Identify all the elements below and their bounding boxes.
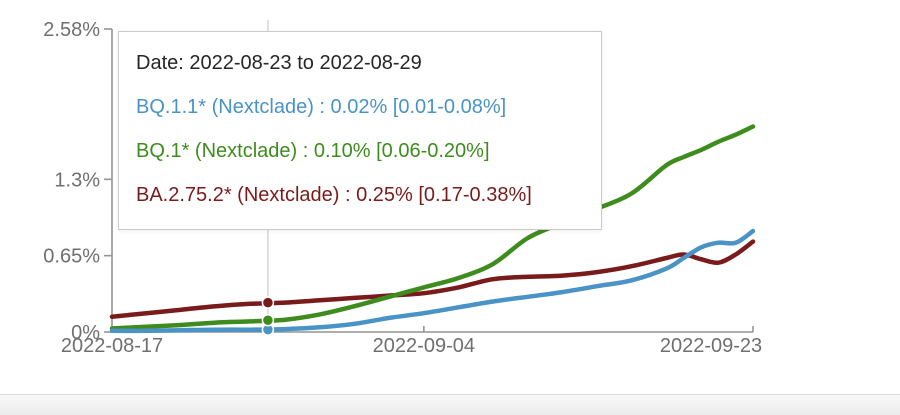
tooltip-date-line: Date: 2022-08-23 to 2022-08-29 — [136, 52, 422, 74]
series-line-bq1nextclade — [109, 124, 756, 331]
y-tick-label: 2.58% — [43, 19, 100, 41]
series-line-bq11nextclad — [109, 228, 756, 334]
y-tick-label: 0% — [71, 322, 100, 344]
tooltip-series-ba2752: BA.2.75.2* (Nextclade) : 0.25% [0.17-0.3… — [136, 184, 532, 206]
x-tick-label: 2022-09-04 — [373, 335, 475, 357]
x-tick-label: 2022-09-23 — [660, 335, 762, 357]
y-tick-label: 1.3% — [54, 169, 100, 191]
chart-tooltip: Date: 2022-08-23 to 2022-08-29 BQ.1.1* (… — [118, 31, 602, 230]
hover-dot-ba2752nextcl — [261, 296, 275, 309]
page-footer-strip — [0, 394, 900, 415]
y-tick-label: 0.65% — [43, 246, 100, 268]
x-tick-label: 2022-08-17 — [61, 335, 163, 357]
tooltip-series-bq1: BQ.1* (Nextclade) : 0.10% [0.06-0.20%] — [136, 140, 490, 162]
series-line-ba2752nextcl — [109, 239, 756, 319]
tooltip-series-bq11: BQ.1.1* (Nextclade) : 0.02% [0.01-0.08%] — [136, 96, 507, 118]
hover-dot-bq1nextclade — [261, 314, 275, 327]
